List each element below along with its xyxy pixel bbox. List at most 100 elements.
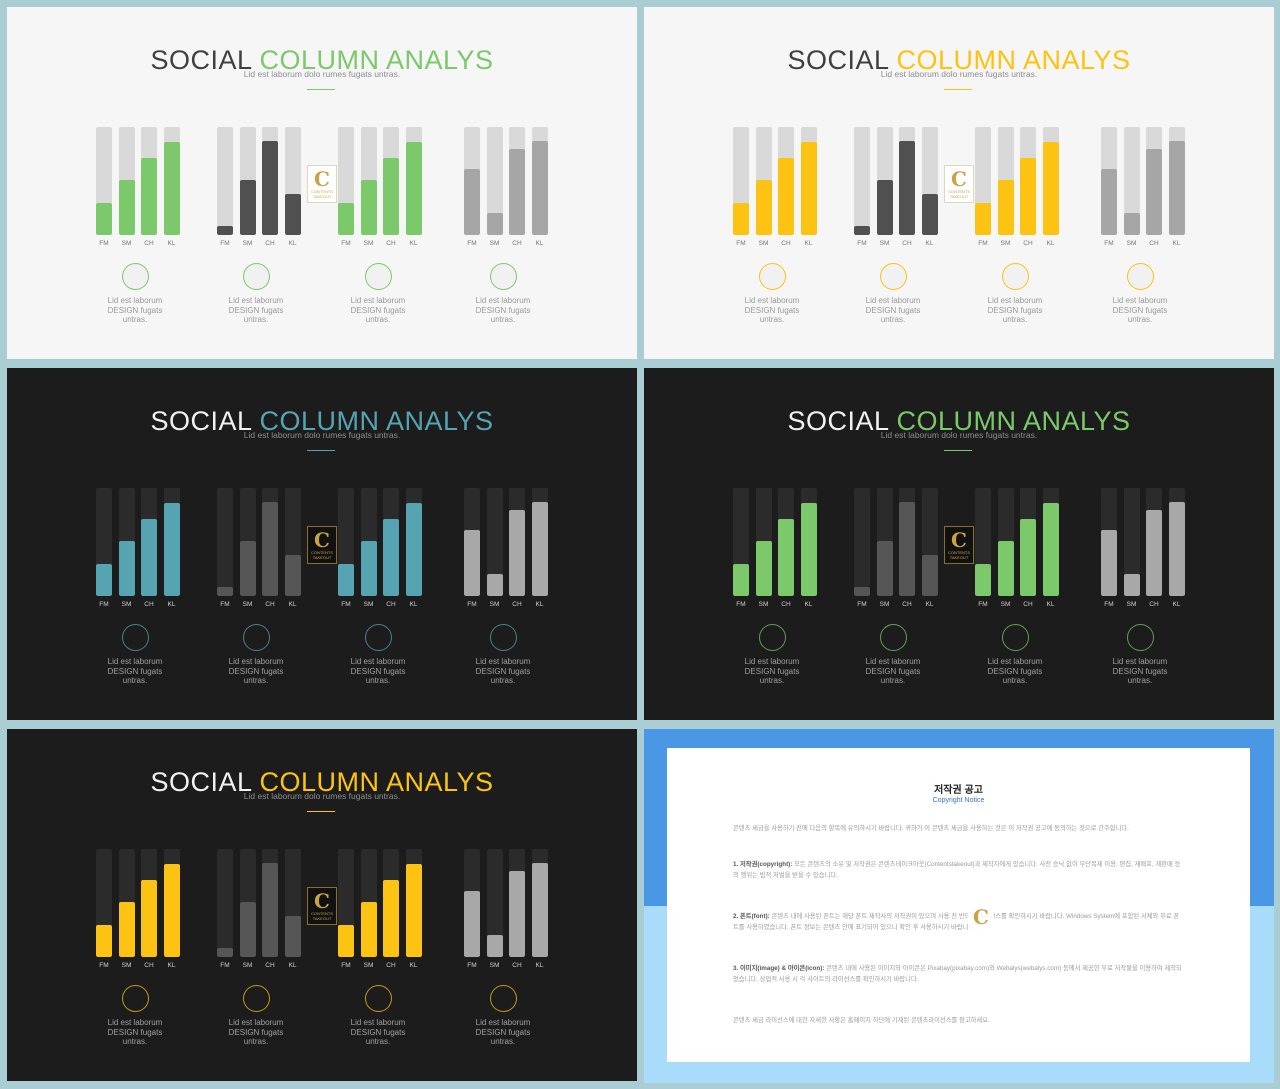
bar-kl [531,502,548,596]
bar-track [360,127,377,235]
bar-track [338,127,354,235]
x-tick-label: CH [512,601,522,608]
circle-icon [122,263,149,290]
contents-logo: C CONTENTS TAKEOUT [307,165,337,203]
copyright-section-2: 2. 폰트(font): 콘텐츠 내에 사용된 폰트는 해당 폰트 제작사의 저… [733,911,1183,933]
bar-track [118,127,135,235]
bar-kl [921,554,938,596]
bar-track [118,488,135,596]
bar-track [217,127,233,235]
caption-line: Lid est laborum [475,296,531,305]
x-tick-label: CH [386,601,396,608]
copyright-subtitle: Copyright Notice [932,797,985,804]
caption-line: DESIGN fugats [865,666,921,676]
caption-line: Lid est laborum [987,657,1043,666]
logo-letter: C [314,889,330,913]
bar-track [755,488,772,596]
caption-line: untras. [1127,315,1153,324]
x-tick-label: KL [409,601,418,608]
logo-subtext: TAKEOUT [312,194,332,199]
x-tick-label: FM [1104,601,1114,608]
slide-title: SOCIAL COLUMN ANALYS [644,406,1274,437]
circle-icon [122,985,149,1012]
logo-subtext: TAKEOUT [312,555,332,560]
bar-sm [486,935,503,957]
caption-line: untras. [880,676,906,685]
x-tick-label: FM [99,962,109,969]
bar-track [239,488,256,596]
bar-fm [96,924,112,957]
caption-line: untras. [122,1037,148,1046]
bar-sm [876,540,893,596]
column-caption: Lid est laborum DESIGN fugats untras. [727,657,817,686]
caption-line: untras. [243,1037,269,1046]
caption-line: DESIGN fugats [107,1027,163,1037]
bar-track [876,488,893,596]
bar-fm [217,226,233,235]
copyright-section-2-text: 콘텐츠 내에 사용된 폰트는 해당 폰트 제작사의 저작권이 있으며 사용 전 … [733,913,1180,931]
x-tick-label: SM [1126,601,1137,608]
bar-track [383,849,399,957]
logo-letter: C [973,905,989,929]
bar-ch [141,880,157,957]
bar-ch [1020,158,1036,235]
circle-icon [490,624,517,651]
x-tick-label: KL [925,601,934,608]
logo-subtext: TAKEOUT [949,194,969,199]
bar-track [405,488,422,596]
bar-track [486,849,503,957]
logo-letter: C [951,528,967,552]
bar-track [217,488,233,596]
x-tick-label: KL [409,962,418,969]
bar-track [360,488,377,596]
circle-icon [880,263,907,290]
caption-line: DESIGN fugats [1112,305,1168,315]
caption-line: untras. [365,1037,391,1046]
slide-subtitle: Lid est laborum dolo rumes fugats untras… [880,69,1038,79]
circle-icon [365,985,392,1012]
bar-ch [509,509,525,596]
caption-line: untras. [1002,315,1028,324]
contents-logo: C CONTENTS TAKEOUT [944,165,974,203]
x-tick-label: FM [341,962,351,969]
bar-fm [975,202,991,235]
slide-1: SOCIAL COLUMN ANALYS Lid est laborum dol… [7,7,637,359]
bar-track [96,849,112,957]
bar-ch [1146,509,1162,596]
x-tick-label: CH [265,240,275,247]
x-tick-label: FM [736,601,746,608]
column-caption: Lid est laborum DESIGN fugats untras. [333,1018,423,1047]
bar-track [531,488,548,596]
caption-line: untras. [122,676,148,685]
bar-track [217,849,233,957]
logo-text: CONTENTS [948,189,970,194]
caption-line: Lid est laborum [475,1018,531,1027]
x-tick-label: SM [363,240,374,247]
x-tick-label: CH [265,601,275,608]
column-caption: Lid est laborum DESIGN fugats untras. [727,296,817,325]
logo-letter: C [314,167,330,191]
bar-track [486,488,503,596]
bar-sm [755,540,772,596]
title-underline [944,89,972,90]
bar-track [921,127,938,235]
bar-fm [96,563,112,596]
bar-track [1146,127,1162,235]
caption-line: untras. [759,676,785,685]
x-tick-label: SM [121,601,132,608]
caption-line: Lid est laborum [350,1018,406,1027]
bar-track [262,127,278,235]
bar-sm [486,574,503,596]
slide-subtitle: Lid est laborum dolo rumes fugats untras… [243,69,401,79]
bar-fm [96,202,112,235]
bar-fm [338,924,354,957]
bar-kl [1042,142,1059,235]
bar-track [800,488,817,596]
bar-ch [899,141,915,235]
bar-track [405,849,422,957]
bar-kl [800,142,817,235]
caption-line: untras. [243,315,269,324]
x-tick-label: CH [1149,601,1159,608]
bar-fm [217,948,233,957]
x-tick-label: SM [121,240,132,247]
